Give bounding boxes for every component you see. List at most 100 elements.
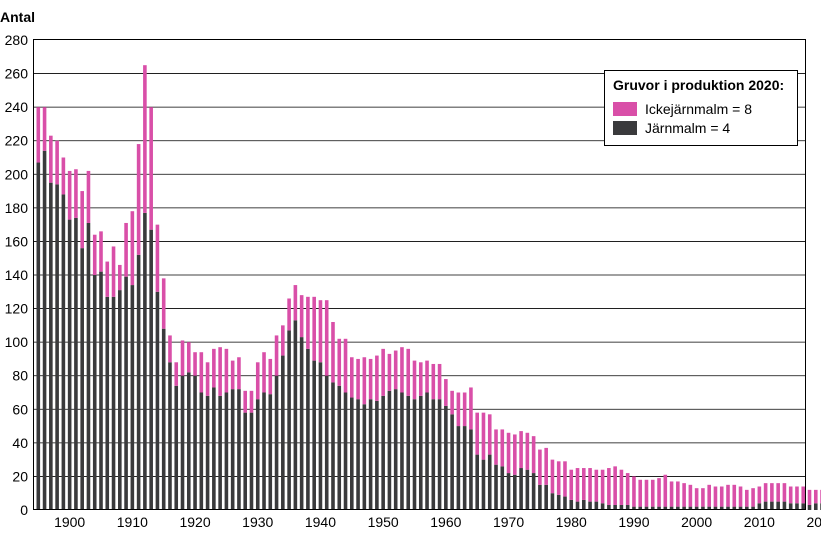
y-tick-label: 20 <box>12 468 28 484</box>
bar-jarnmalm <box>362 404 367 510</box>
x-tick-label: 2000 <box>681 514 712 530</box>
bar-ickejarnmalm <box>462 392 467 427</box>
bar-ickejarnmalm <box>262 352 266 393</box>
bar-ickejarnmalm <box>475 412 479 455</box>
bar-ickejarnmalm <box>36 107 41 163</box>
bar-jarnmalm <box>669 506 674 510</box>
bar-ickejarnmalm <box>770 483 774 502</box>
bar-ickejarnmalm <box>136 144 141 255</box>
bar-ickejarnmalm <box>149 107 153 230</box>
bar-ickejarnmalm <box>719 486 724 507</box>
bar-jarnmalm <box>795 503 799 510</box>
bar-ickejarnmalm <box>650 479 655 507</box>
y-axis-label: Antal <box>0 9 35 25</box>
bar-ickejarnmalm <box>212 348 216 388</box>
bar-ickejarnmalm <box>418 362 423 396</box>
bar-ickejarnmalm <box>249 390 254 413</box>
bar-ickejarnmalm <box>663 474 668 507</box>
bar-jarnmalm <box>130 285 135 510</box>
bar-ickejarnmalm <box>450 390 454 415</box>
bar-jarnmalm <box>343 392 348 510</box>
bar-ickejarnmalm <box>155 224 160 292</box>
bar-ickejarnmalm <box>281 325 285 356</box>
bar-jarnmalm <box>212 387 216 510</box>
bar-ickejarnmalm <box>268 358 273 395</box>
bar-jarnmalm <box>638 506 643 510</box>
bar-ickejarnmalm <box>795 486 799 504</box>
bar-jarnmalm <box>770 501 774 510</box>
bar-jarnmalm <box>55 184 59 511</box>
bar-jarnmalm <box>168 362 172 510</box>
bar-jarnmalm <box>487 454 492 510</box>
bar-ickejarnmalm <box>99 231 103 272</box>
bar-jarnmalm <box>36 162 41 511</box>
bar-jarnmalm <box>174 385 179 510</box>
bar-jarnmalm <box>588 501 592 510</box>
x-tick-label: 1920 <box>179 514 210 530</box>
y-tick-label: 120 <box>5 301 29 317</box>
bar-ickejarnmalm <box>130 211 135 286</box>
bar-ickejarnmalm <box>713 486 718 507</box>
bar-ickejarnmalm <box>444 379 448 406</box>
bar-ickejarnmalm <box>694 488 699 507</box>
bar-jarnmalm <box>387 390 392 510</box>
bar-jarnmalm <box>111 296 116 510</box>
bar-jarnmalm <box>274 375 279 510</box>
bar-jarnmalm <box>243 412 248 510</box>
bar-ickejarnmalm <box>588 468 592 502</box>
bar-ickejarnmalm <box>538 449 542 485</box>
bar-jarnmalm <box>161 328 166 510</box>
bar-jarnmalm <box>375 400 379 510</box>
bar-jarnmalm <box>456 426 461 510</box>
bar-jarnmalm <box>224 392 229 510</box>
bar-jarnmalm <box>418 395 423 510</box>
bar-jarnmalm <box>67 219 72 511</box>
bar-ickejarnmalm <box>613 466 617 505</box>
bar-jarnmalm <box>368 399 373 510</box>
bar-jarnmalm <box>644 506 649 510</box>
bar-jarnmalm <box>676 506 680 510</box>
bar-jarnmalm <box>688 506 693 510</box>
bar-ickejarnmalm <box>481 412 486 460</box>
y-tick-label: 280 <box>5 32 29 48</box>
bar-ickejarnmalm <box>74 169 78 218</box>
x-tick-label: 1940 <box>305 514 336 530</box>
bar-jarnmalm <box>193 375 197 510</box>
x-tick-label: 2010 <box>744 514 775 530</box>
bar-ickejarnmalm <box>306 296 310 349</box>
bar-ickejarnmalm <box>550 459 555 494</box>
bar-ickejarnmalm <box>726 484 730 507</box>
bar-jarnmalm <box>86 222 91 510</box>
bar-jarnmalm <box>732 506 737 510</box>
x-tick-label: 1960 <box>430 514 461 530</box>
bar-ickejarnmalm <box>168 335 172 363</box>
legend: Gruvor i produktion 2020: Ickejärnmalm =… <box>604 70 798 146</box>
bar-jarnmalm <box>475 454 479 510</box>
x-tick-label: 1900 <box>54 514 85 530</box>
bar-jarnmalm <box>331 382 335 510</box>
bar-ickejarnmalm <box>387 353 392 391</box>
x-tick-label: 1930 <box>242 514 273 530</box>
x-tick-label: 1990 <box>618 514 649 530</box>
bar-jarnmalm <box>406 395 411 510</box>
bar-ickejarnmalm <box>625 473 630 505</box>
bar-jarnmalm <box>293 320 298 510</box>
bar-ickejarnmalm <box>500 429 505 467</box>
bar-jarnmalm <box>776 501 780 510</box>
bar-jarnmalm <box>525 469 530 510</box>
bar-ickejarnmalm <box>456 392 461 427</box>
bar-ickejarnmalm <box>676 481 680 507</box>
y-tick-label: 60 <box>12 401 28 417</box>
bar-jarnmalm <box>625 504 630 510</box>
bar-ickejarnmalm <box>569 469 574 500</box>
bar-ickejarnmalm <box>701 488 705 507</box>
bar-jarnmalm <box>356 399 360 510</box>
bar-jarnmalm <box>381 395 385 510</box>
bar-ickejarnmalm <box>788 486 793 504</box>
bar-jarnmalm <box>462 426 467 510</box>
x-tick-labels: 1900 1910 1920 1930 1940 1950 1960 1970 1980 1990… <box>54 514 821 530</box>
bar-jarnmalm <box>324 375 329 510</box>
bar-jarnmalm <box>757 503 762 510</box>
bar-jarnmalm <box>262 392 266 510</box>
bar-jarnmalm <box>600 503 605 510</box>
